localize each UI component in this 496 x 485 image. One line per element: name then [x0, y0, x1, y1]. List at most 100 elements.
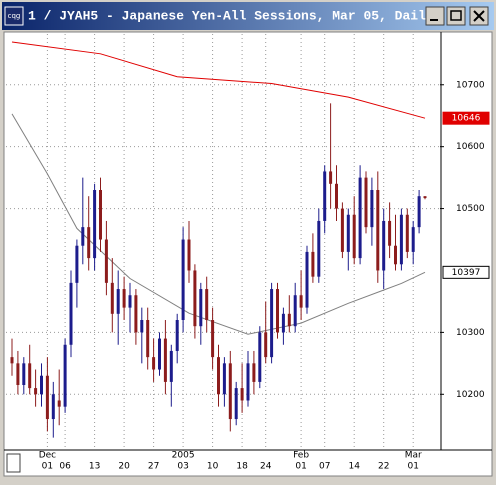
candle-body — [181, 239, 185, 320]
candle-body — [399, 214, 403, 265]
candle-body — [158, 338, 161, 370]
candle-body — [51, 394, 55, 420]
candle-body — [28, 363, 32, 389]
x-tick-label: 20 — [118, 462, 130, 472]
candle-body — [81, 227, 85, 246]
window-title: 1 / JYAH5 - Japanese Yen-All Sessions, M… — [28, 8, 434, 23]
moving-average — [11, 41, 426, 119]
y-tick-label: 10500 — [456, 204, 485, 214]
candle-body — [411, 227, 415, 252]
candle-body — [258, 332, 262, 382]
candle-body — [34, 388, 38, 395]
candle-body — [169, 350, 173, 382]
candle-body — [99, 190, 102, 240]
candle-body — [211, 320, 215, 358]
candle-body — [293, 295, 297, 327]
last-value-label: 10646 — [452, 114, 481, 124]
month-label: 2005 — [172, 451, 195, 461]
candle-body — [299, 295, 303, 308]
candle-body — [394, 245, 397, 265]
candle-body — [358, 177, 362, 259]
y-tick-label: 10700 — [456, 80, 485, 90]
candle-body — [329, 171, 333, 184]
month-label: Dec — [39, 451, 56, 461]
month-label: Mar — [405, 451, 422, 461]
moving-average — [11, 113, 426, 335]
candle-body — [146, 320, 150, 358]
candle-body — [317, 220, 321, 277]
x-tick-label: 03 — [177, 462, 188, 472]
x-tick-label: 07 — [319, 462, 330, 472]
candle-body — [134, 295, 138, 333]
candle-body — [93, 190, 97, 259]
candle-body — [22, 363, 26, 385]
candle-body — [335, 183, 338, 209]
candle-body — [116, 289, 120, 314]
candle-body — [370, 190, 374, 228]
candle-body — [287, 313, 291, 327]
candle-body — [340, 208, 344, 252]
candle-body — [234, 388, 238, 420]
x-tick-label: 10 — [207, 462, 219, 472]
candle-body — [163, 338, 167, 382]
last-value-box — [442, 265, 490, 279]
candle-body — [16, 363, 20, 385]
y-tick-label: 10200 — [456, 390, 485, 400]
candle-body — [281, 313, 285, 333]
candle-body — [405, 214, 409, 252]
candle-body — [376, 190, 380, 271]
candle-body — [228, 363, 232, 420]
last-value-box — [442, 111, 490, 125]
app-icon-text: cqg — [8, 12, 21, 20]
candle-body — [57, 400, 61, 407]
x-tick-label: 01 — [295, 462, 306, 472]
maximize-icon — [450, 10, 462, 21]
candle-body — [305, 251, 309, 308]
candle-body — [311, 251, 315, 277]
minimize-button[interactable] — [425, 6, 445, 26]
plot: 10200 10300 10500 10600 10700 01 06 13 20 27 03 10 1… — [6, 34, 490, 472]
window-buttons[interactable] — [425, 6, 489, 26]
candle-body — [240, 388, 244, 401]
candle-body — [140, 320, 144, 333]
candle-body — [388, 220, 392, 246]
input-box[interactable] — [6, 453, 21, 473]
candle-body — [264, 332, 268, 358]
candle-body — [252, 363, 256, 382]
x-tick-label: 24 — [260, 462, 272, 472]
maximize-button[interactable] — [446, 6, 466, 26]
x-tick-label: 18 — [236, 462, 248, 472]
candle-body — [205, 289, 209, 320]
candle-body — [276, 289, 279, 333]
candle-body — [270, 289, 274, 358]
candle-body — [199, 289, 203, 327]
candle-body — [222, 363, 226, 395]
candle-body — [152, 357, 156, 370]
x-tick-label: 13 — [89, 462, 100, 472]
month-label: Feb — [293, 451, 309, 461]
last-value-label: 10397 — [452, 268, 481, 278]
candle-body — [193, 270, 197, 327]
candle-body — [417, 196, 421, 228]
candle-body — [423, 196, 427, 199]
candle-body — [352, 214, 356, 259]
candle-body — [63, 344, 67, 407]
x-tick-label: 14 — [348, 462, 360, 472]
candle-body — [382, 220, 386, 271]
candle-body — [217, 357, 220, 395]
candle-body — [175, 320, 179, 351]
candle-body — [87, 227, 91, 259]
candle-body — [75, 245, 79, 283]
candle-body — [364, 177, 368, 228]
title-bar — [2, 2, 494, 30]
x-tick-label: 01 — [42, 462, 53, 472]
candle-body — [346, 214, 350, 252]
close-icon — [473, 10, 485, 22]
candle-body — [45, 375, 49, 420]
candle-body — [10, 357, 14, 364]
candle-body — [323, 171, 327, 221]
x-tick-label: 01 — [407, 462, 418, 472]
candle-body — [104, 239, 108, 283]
candle-body — [40, 375, 43, 395]
